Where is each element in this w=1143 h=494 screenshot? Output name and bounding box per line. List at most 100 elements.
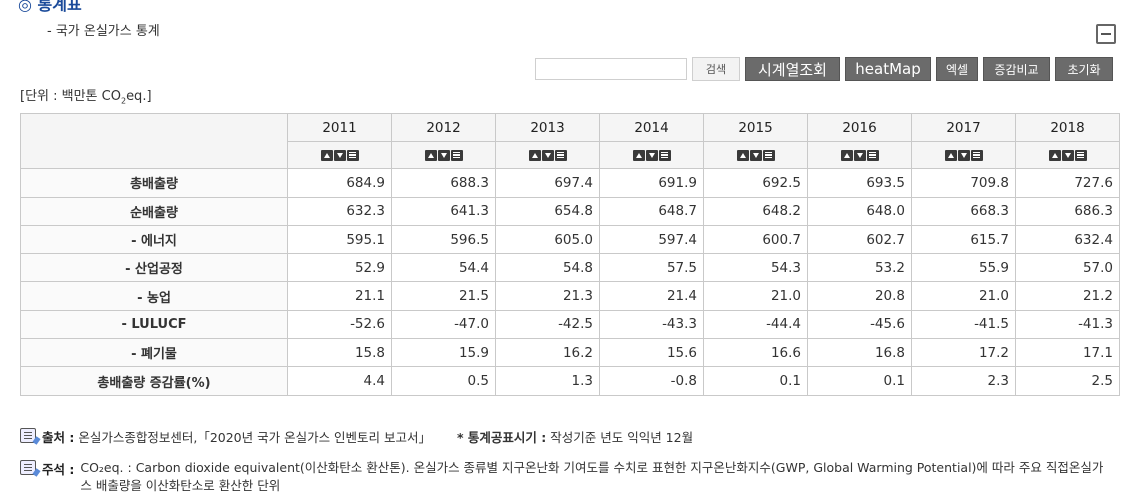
table-cell: 21.1 (287, 281, 392, 311)
sort-controls (911, 141, 1016, 170)
table-cell: 57.5 (599, 253, 704, 283)
excel-button[interactable]: 엑셀 (936, 57, 978, 81)
release-label: * 통계공표시기 : (457, 430, 547, 445)
sort-desc-icon[interactable] (749, 149, 762, 161)
table-cell: 0.1 (807, 366, 912, 396)
table-cell: -44.4 (703, 309, 808, 340)
sort-menu-icon[interactable] (866, 149, 879, 161)
table-cell: -41.5 (911, 309, 1016, 340)
search-input[interactable] (535, 58, 687, 80)
table-cell: -47.0 (391, 309, 496, 340)
table-cell: 692.5 (703, 168, 808, 198)
table-cell: 20.8 (807, 281, 912, 311)
sort-asc-icon[interactable] (528, 149, 541, 161)
timeseries-button[interactable]: 시계열조회 (745, 57, 840, 81)
sort-desc-icon[interactable] (645, 149, 658, 161)
table-cell: 600.7 (703, 224, 808, 255)
sort-asc-icon[interactable] (632, 149, 645, 161)
source-note: 출처 : 온실가스종합정보센터,「2020년 국가 온실가스 인벤토리 보고서」… (20, 427, 693, 446)
heatmap-button[interactable]: heatMap (845, 57, 931, 81)
table-cell: 641.3 (391, 196, 496, 226)
sort-menu-icon[interactable] (1074, 149, 1087, 161)
table-row: - 폐기물 15.8 15.9 16.2 15.6 16.6 16.8 17.2 17.1 (20, 338, 1120, 368)
table-row: 총배출량 증감률(%) 4.4 0.5 1.3 -0.8 0.1 0.1 2.3 2.5 (20, 366, 1120, 396)
table-cell: 53.2 (807, 253, 912, 283)
table-cell: 15.6 (599, 338, 704, 368)
sort-desc-icon[interactable] (541, 149, 554, 161)
table-row: - LULUCF -52.6 -47.0 -42.5 -43.3 -44.4 -45.6 -4… (20, 309, 1120, 340)
table-cell: 709.8 (911, 168, 1016, 198)
sort-asc-icon[interactable] (424, 149, 437, 161)
table-cell: 21.2 (1015, 281, 1120, 311)
sort-asc-icon[interactable] (1048, 149, 1061, 161)
year-header: 2013 (495, 112, 600, 143)
table-cell: 2.3 (911, 366, 1016, 396)
sort-menu-icon[interactable] (346, 149, 359, 161)
row-label: - 에너지 (20, 224, 288, 255)
table-cell: 54.8 (495, 253, 600, 283)
sort-desc-icon[interactable] (853, 149, 866, 161)
source-text: 온실가스종합정보센터,「2020년 국가 온실가스 인벤토리 보고서」 (78, 430, 432, 445)
table-cell: 2.5 (1015, 366, 1120, 396)
table-cell: 57.0 (1015, 253, 1120, 283)
table-cell: 15.8 (287, 338, 392, 368)
table-cell: 52.9 (287, 253, 392, 283)
sort-menu-icon[interactable] (762, 149, 775, 161)
sort-asc-icon[interactable] (840, 149, 853, 161)
table-cell: 16.6 (703, 338, 808, 368)
sort-desc-icon[interactable] (333, 149, 346, 161)
year-header-row: 2011 2012 2013 2014 2015 2016 2017 2018 (20, 112, 1120, 170)
table-cell: 632.4 (1015, 224, 1120, 255)
table-cell: 16.2 (495, 338, 600, 368)
sort-controls (287, 141, 392, 170)
table-cell: 648.7 (599, 196, 704, 226)
reset-button[interactable]: 초기화 (1055, 57, 1113, 81)
remark-note: 주석 : CO₂eq. : Carbon dioxide equivalent(… (20, 459, 1120, 494)
table-cell: 605.0 (495, 224, 600, 255)
sort-menu-icon[interactable] (450, 149, 463, 161)
year-header: 2014 (599, 112, 704, 143)
sort-asc-icon[interactable] (320, 149, 333, 161)
search-button[interactable]: 검색 (692, 57, 740, 81)
table-cell: 17.2 (911, 338, 1016, 368)
table-cell: 0.5 (391, 366, 496, 396)
table-cell: 54.4 (391, 253, 496, 283)
table-cell: 691.9 (599, 168, 704, 198)
sort-menu-icon[interactable] (658, 149, 671, 161)
table-cell: 597.4 (599, 224, 704, 255)
table-row: - 농업 21.1 21.5 21.3 21.4 21.0 20.8 21.0 21.2 (20, 281, 1120, 311)
table-cell: -43.3 (599, 309, 704, 340)
row-label: - 농업 (20, 281, 288, 311)
row-label: - 폐기물 (20, 338, 288, 368)
sort-menu-icon[interactable] (970, 149, 983, 161)
sort-asc-icon[interactable] (944, 149, 957, 161)
table-cell: 648.0 (807, 196, 912, 226)
sort-desc-icon[interactable] (1061, 149, 1074, 161)
sort-desc-icon[interactable] (437, 149, 450, 161)
table-cell: 55.9 (911, 253, 1016, 283)
remark-label: 주석 : (42, 462, 75, 477)
remark-text: CO₂eq. : Carbon dioxide equivalent(이산화탄소… (80, 460, 1104, 493)
sort-asc-icon[interactable] (736, 149, 749, 161)
table-row: 순배출량 632.3 641.3 654.8 648.7 648.2 648.0 668.3 6… (20, 196, 1120, 226)
table-cell: 693.5 (807, 168, 912, 198)
source-label: 출처 : (42, 430, 75, 445)
table-cell: 654.8 (495, 196, 600, 226)
row-label: 총배출량 증감률(%) (20, 366, 288, 396)
table-cell: 21.4 (599, 281, 704, 311)
table-cell: -41.3 (1015, 309, 1120, 340)
year-header: 2018 (1015, 112, 1120, 143)
sort-controls (599, 141, 704, 170)
table-cell: 1.3 (495, 366, 600, 396)
table-cell: 21.3 (495, 281, 600, 311)
sort-menu-icon[interactable] (554, 149, 567, 161)
compare-button[interactable]: 증감비교 (983, 57, 1050, 81)
table-row: - 산업공정 52.9 54.4 54.8 57.5 54.3 53.2 55.9 57.0 (20, 253, 1120, 283)
table-cell: 0.1 (703, 366, 808, 396)
section-title: ◎ 통계표 (18, 0, 82, 14)
table-cell: 54.3 (703, 253, 808, 283)
year-header: 2011 (287, 112, 392, 143)
row-label: 총배출량 (20, 168, 288, 198)
collapse-icon[interactable] (1096, 24, 1116, 44)
sort-desc-icon[interactable] (957, 149, 970, 161)
